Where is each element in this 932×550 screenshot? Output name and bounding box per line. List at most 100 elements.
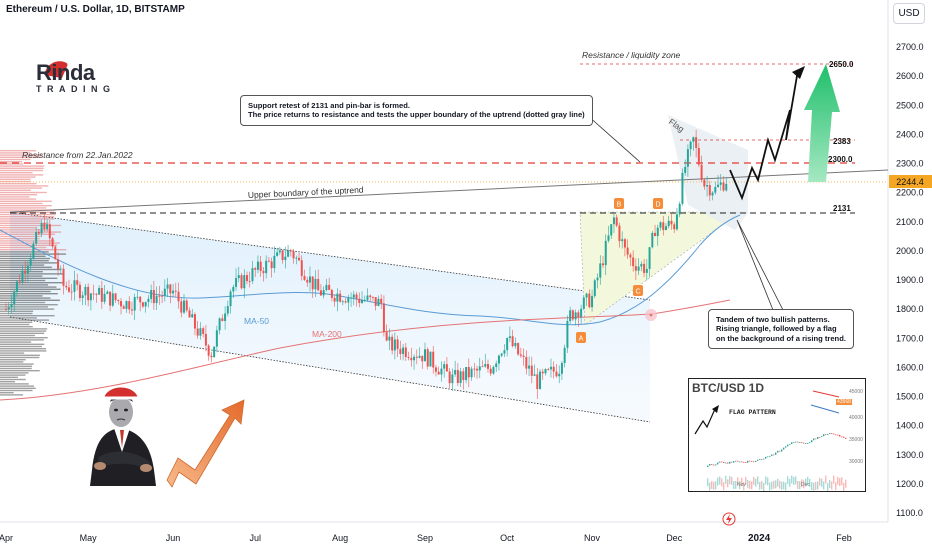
volume-profile-bar	[0, 275, 43, 277]
candle-body	[604, 240, 607, 266]
x-tick-label: Jul	[249, 533, 261, 543]
btc-inset-candle	[709, 463, 711, 466]
candle-body	[434, 367, 437, 372]
btc-inset-candle	[717, 462, 719, 465]
candle-body	[681, 172, 684, 204]
candle-body	[59, 268, 62, 270]
candle-body	[541, 371, 544, 374]
volume-profile-bar	[0, 319, 50, 321]
volume-profile-bar	[0, 235, 41, 238]
candle-body	[10, 304, 13, 308]
btc-inset-volume-bar	[823, 481, 825, 490]
btc-inset-volume-bar	[739, 481, 741, 490]
candle-body	[243, 275, 246, 289]
candle-body	[470, 368, 473, 378]
volume-profile-bar	[0, 268, 61, 271]
btc-inset-candle	[807, 443, 809, 444]
svg-text:C: C	[635, 289, 640, 296]
btc-inset-volume-bar	[771, 481, 773, 490]
candle-body	[65, 285, 68, 288]
btc-inset-candle	[791, 442, 793, 444]
candle-body	[697, 147, 700, 165]
candle-body	[133, 297, 136, 311]
volume-profile	[0, 150, 67, 396]
btc-inset-price-tag: 43568	[836, 399, 852, 405]
btc-inset-candle	[737, 460, 739, 462]
volume-profile-bar	[0, 176, 36, 178]
candle-body	[128, 301, 131, 310]
candle-body	[37, 231, 40, 234]
candle-body	[711, 192, 714, 196]
volume-profile-bar	[0, 273, 64, 275]
pattern-point-d: D	[653, 198, 663, 209]
candle-body	[308, 276, 311, 283]
btc-inset-volume-bar	[841, 477, 843, 486]
btc-inset-candle	[731, 461, 733, 463]
btc-inset-title: BTC/USD 1D	[692, 381, 765, 395]
candle-body	[424, 349, 426, 362]
candle-body	[259, 261, 262, 271]
volume-profile-bar	[0, 334, 36, 337]
callout-bottom-line-2: Rising triangle, followed by a flag	[716, 324, 837, 334]
candle-body	[478, 366, 481, 371]
candle-body	[678, 203, 681, 215]
candle-body	[525, 357, 528, 369]
candle-body	[100, 288, 103, 302]
btc-inset-volume-bar	[759, 481, 761, 490]
candle-body	[380, 298, 383, 304]
candle-body	[659, 222, 662, 228]
candle-body	[106, 291, 109, 294]
candle-body	[172, 290, 175, 294]
volume-profile-bar	[0, 345, 43, 348]
price-axis[interactable]: 1100.0 1200.0 1300.0 1400.0 1500.0 1600.0 1700…	[896, 42, 924, 518]
volume-profile-bar	[0, 255, 46, 257]
btc-inset-volume-bar	[845, 479, 847, 488]
volume-profile-bar	[0, 383, 29, 385]
y-tick-label: 1100.0	[896, 508, 923, 518]
candle-body	[281, 250, 284, 261]
candle-body	[648, 247, 651, 269]
time-axis[interactable]: Apr May Jun Jul Aug Sep Oct Nov Dec 2024 Feb	[0, 533, 852, 544]
volume-profile-bar	[0, 158, 31, 161]
callout-bottom-line-3: on the background of a rising trend.	[716, 333, 846, 343]
candle-body	[81, 295, 84, 299]
candle-body	[125, 301, 128, 309]
y-tick-label: 1600.0	[896, 362, 924, 372]
btc-inset-volume-bar	[803, 480, 805, 489]
candle-body	[473, 368, 476, 370]
candle-body	[637, 266, 640, 271]
projection-arrowhead	[792, 66, 805, 79]
btc-inset-volume-bar	[719, 476, 721, 485]
btc-inset-candle	[813, 438, 815, 441]
btc-inset-candle	[799, 442, 801, 443]
tradingview-lightning-icon[interactable]	[722, 512, 736, 526]
btc-inset-candle	[833, 433, 835, 435]
candle-body	[407, 357, 410, 358]
volume-profile-bar	[0, 163, 24, 165]
volume-profile-bar	[0, 227, 38, 229]
btc-inset-volume-bar	[791, 475, 793, 484]
candle-body	[322, 290, 325, 296]
candle-body	[571, 310, 574, 320]
btc-inset-volume-bar	[777, 478, 779, 487]
btc-inset-candle	[755, 460, 757, 462]
volume-profile-bar	[0, 286, 57, 288]
btc-inset-volume-bar	[793, 476, 795, 485]
candle-body	[235, 278, 238, 287]
volume-profile-bar	[0, 218, 54, 220]
btc-inset-candle	[789, 443, 791, 445]
y-tick-label: 1500.0	[896, 392, 924, 402]
btc-inset-volume-bar	[737, 477, 739, 486]
btc-inset-volume-bar	[751, 481, 753, 490]
btc-inset-volume-bar	[713, 481, 715, 490]
candle-body	[161, 295, 164, 297]
btc-inset-volume-bar	[743, 482, 745, 491]
candle-body	[54, 246, 57, 260]
volume-profile-bar	[0, 194, 38, 196]
btc-inset-candle	[763, 458, 765, 460]
candle-body	[448, 371, 451, 384]
y-tick-label: 2100.0	[896, 217, 924, 227]
currency-button[interactable]: USD	[893, 3, 925, 24]
x-tick-label: 2024	[748, 533, 771, 544]
btc-inset-volume-bar	[797, 481, 799, 490]
